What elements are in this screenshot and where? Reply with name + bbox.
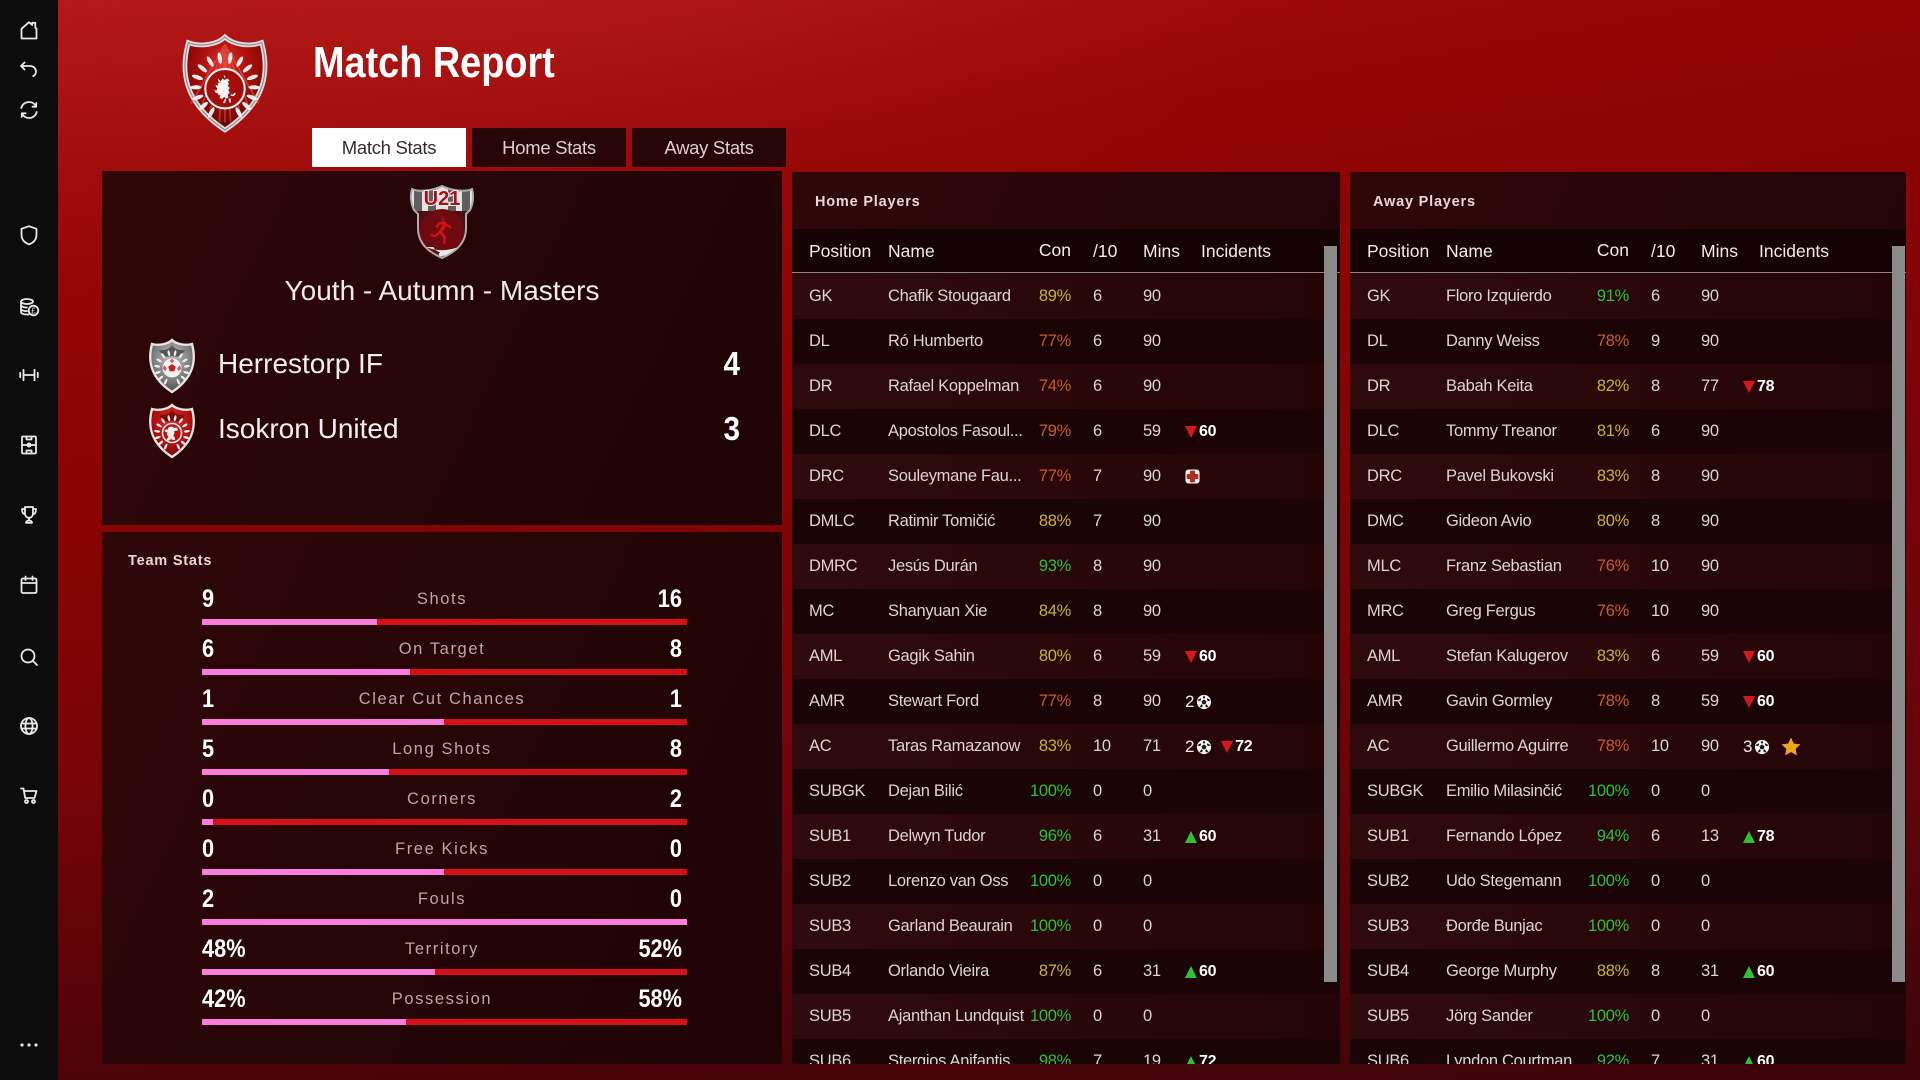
svg-text:U21: U21 bbox=[424, 188, 461, 210]
svg-text:£: £ bbox=[31, 307, 36, 316]
